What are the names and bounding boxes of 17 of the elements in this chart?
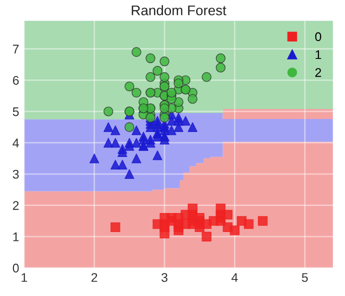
legend-label: 0 bbox=[315, 32, 322, 42]
x-tick-label: 5 bbox=[302, 273, 308, 282]
x-tick-label: 3 bbox=[162, 273, 168, 282]
x-tick-label: 4 bbox=[231, 273, 238, 282]
legend-label: 2 bbox=[315, 68, 322, 77]
x-tick-label: 2 bbox=[91, 273, 98, 282]
y-tick-label: 2 bbox=[12, 201, 19, 210]
y-tick-label: 3 bbox=[12, 170, 19, 179]
chart-title: Random Forest bbox=[132, 5, 226, 16]
x-tick-label: 1 bbox=[22, 273, 28, 282]
y-tick-label: 4 bbox=[12, 138, 19, 148]
y-tick-label: 7 bbox=[12, 44, 19, 54]
y-tick-label: 6 bbox=[12, 76, 19, 85]
y-tick-label: 1 bbox=[13, 232, 19, 242]
y-tick-label: 5 bbox=[12, 107, 19, 116]
legend-label: 1 bbox=[316, 50, 322, 59]
y-tick-label: 0 bbox=[12, 264, 19, 273]
